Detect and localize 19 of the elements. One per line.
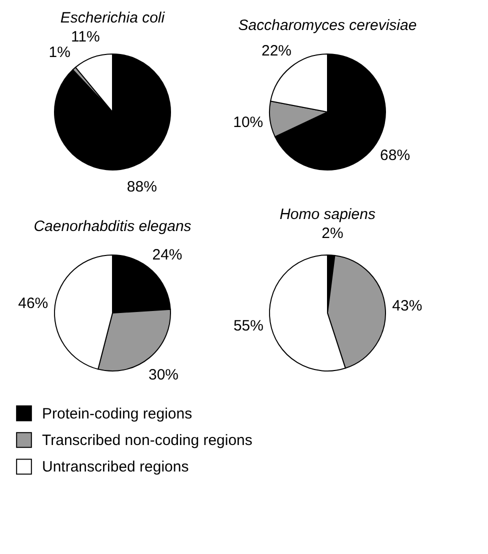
data-label: 1% — [48, 44, 70, 61]
data-label: 11% — [70, 28, 100, 46]
data-label: 46% — [18, 294, 48, 312]
legend-label: Untranscribed regions — [42, 458, 189, 476]
data-label: 22% — [261, 42, 292, 60]
chart-title: Escherichia coli — [60, 10, 166, 27]
data-label: 88% — [126, 178, 157, 196]
chart-title: Caenorhabditis elegans — [34, 218, 192, 235]
data-label: 43% — [392, 297, 422, 314]
data-label: 30% — [148, 366, 179, 384]
chart-title: Homo sapiens — [280, 206, 376, 224]
data-label: 10% — [233, 114, 264, 132]
data-label: 24% — [152, 246, 182, 264]
legend-label: Transcribed non-coding regions — [42, 432, 252, 449]
chart-title: Saccharomyces cerevisiae — [238, 17, 417, 34]
data-label: 55% — [233, 318, 264, 335]
data-label: 2% — [322, 225, 344, 242]
data-label: 68% — [380, 146, 410, 164]
legend-label: Protein-coding regions — [42, 405, 192, 422]
